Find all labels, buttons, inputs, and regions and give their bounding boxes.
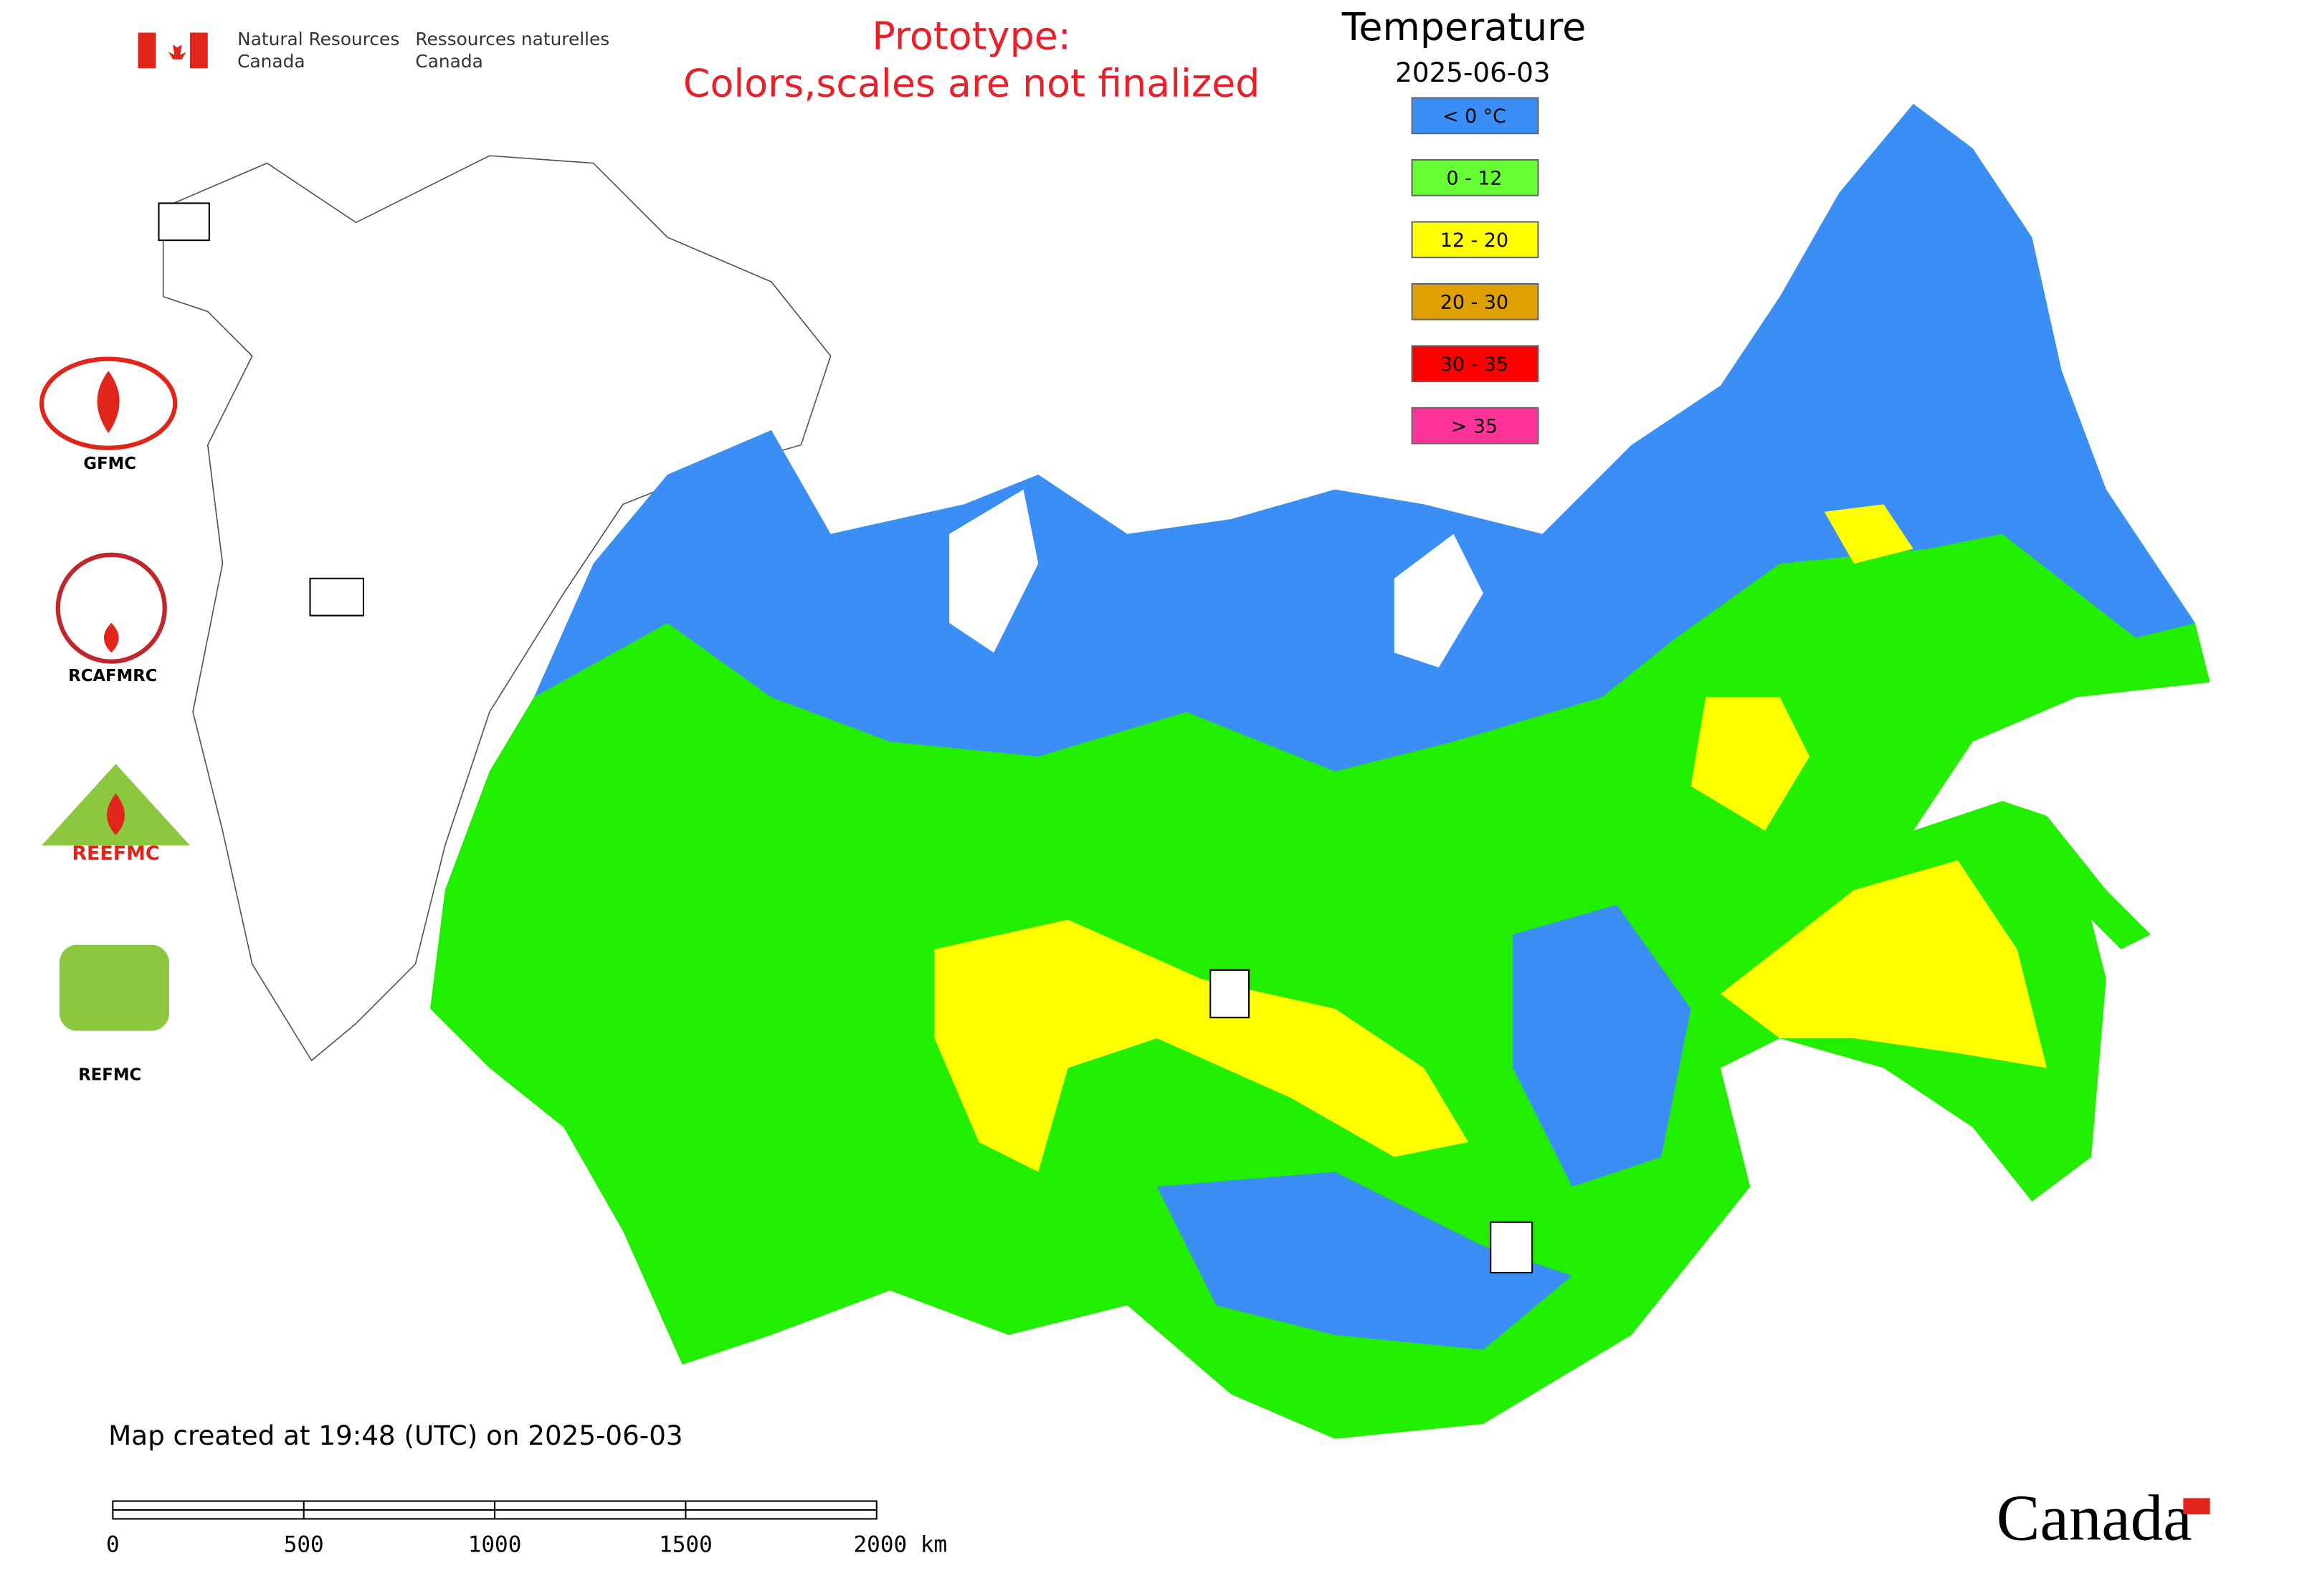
legend-swatch bbox=[1411, 221, 1539, 259]
logo-flame bbox=[97, 371, 120, 434]
legend-label: 30 - 35 bbox=[1440, 353, 1508, 376]
agency-en: Natural Resources bbox=[237, 29, 399, 49]
zone-cold bbox=[533, 103, 2195, 771]
map bbox=[162, 103, 2210, 1439]
logo-label: RCAFMRC bbox=[68, 667, 157, 685]
marker bbox=[1490, 1221, 1533, 1274]
logo-label: REFMC bbox=[78, 1065, 141, 1084]
legend-date: 2025-06-03 bbox=[1395, 57, 1550, 88]
logo-flame bbox=[103, 622, 119, 653]
scale-label: 500 bbox=[284, 1532, 324, 1558]
legend-label: > 35 bbox=[1451, 415, 1498, 437]
marker bbox=[309, 577, 365, 617]
legend-label: 20 - 30 bbox=[1440, 291, 1508, 313]
logo-labels: GFMC RCAFMRC REEFMC REFMC bbox=[68, 455, 159, 1084]
sea bbox=[949, 489, 1039, 653]
logo-label: GFMC bbox=[83, 455, 136, 473]
nrcan-flag bbox=[138, 32, 208, 69]
logo-refmc bbox=[59, 944, 169, 1031]
europe-outline bbox=[162, 155, 832, 1062]
sea bbox=[1394, 533, 1483, 668]
wordmark-flag bbox=[2183, 1498, 2210, 1515]
legend-swatch bbox=[1411, 282, 1539, 320]
logo-label: REEFMC bbox=[72, 842, 159, 865]
agency-fr: Ressources naturelles bbox=[415, 29, 609, 49]
zone-cold bbox=[1513, 904, 1691, 1187]
scale-bar: 0 500 1000 1500 2000 km bbox=[106, 1500, 948, 1558]
zone-warm bbox=[1824, 504, 1913, 564]
legend-title: Temperature bbox=[1341, 4, 1587, 49]
scale-label: 0 bbox=[106, 1532, 120, 1558]
legend-label: < 0 °C bbox=[1442, 105, 1506, 128]
zone-warm bbox=[1690, 697, 1810, 831]
agency-en: Canada bbox=[237, 51, 305, 72]
legend-label: 12 - 20 bbox=[1440, 229, 1508, 252]
legend-swatch bbox=[1411, 97, 1539, 135]
logo-rcafmrc bbox=[55, 552, 167, 664]
legend-swatch bbox=[1411, 158, 1539, 196]
legend-swatch bbox=[1411, 345, 1539, 383]
legend: < 0 °C 0 - 12 12 - 20 20 - 30 30 - 35 > 35 bbox=[1411, 97, 1539, 445]
created-note: Map created at 19:48 (UTC) on 2025-06-03 bbox=[108, 1420, 682, 1451]
marker bbox=[158, 202, 210, 242]
canada-wordmark: Canada bbox=[1997, 1482, 2192, 1554]
kamchatka bbox=[2002, 801, 2151, 950]
zone-warm bbox=[1720, 860, 2047, 1068]
legend-label: 0 - 12 bbox=[1446, 167, 1502, 189]
notice: Colors,scales are not finalized bbox=[683, 61, 1260, 106]
logo-flame bbox=[107, 793, 125, 835]
notice: Prototype: bbox=[872, 13, 1071, 58]
agency-fr: Canada bbox=[415, 51, 482, 72]
scale-label: 1000 bbox=[468, 1532, 522, 1558]
zone-cold bbox=[1156, 1172, 1573, 1350]
scale-label: 1500 bbox=[659, 1532, 713, 1558]
legend-swatch bbox=[1411, 407, 1539, 445]
scale-label: 2000 km bbox=[854, 1532, 948, 1558]
zone-warm bbox=[934, 919, 1469, 1172]
marker bbox=[1209, 969, 1250, 1019]
